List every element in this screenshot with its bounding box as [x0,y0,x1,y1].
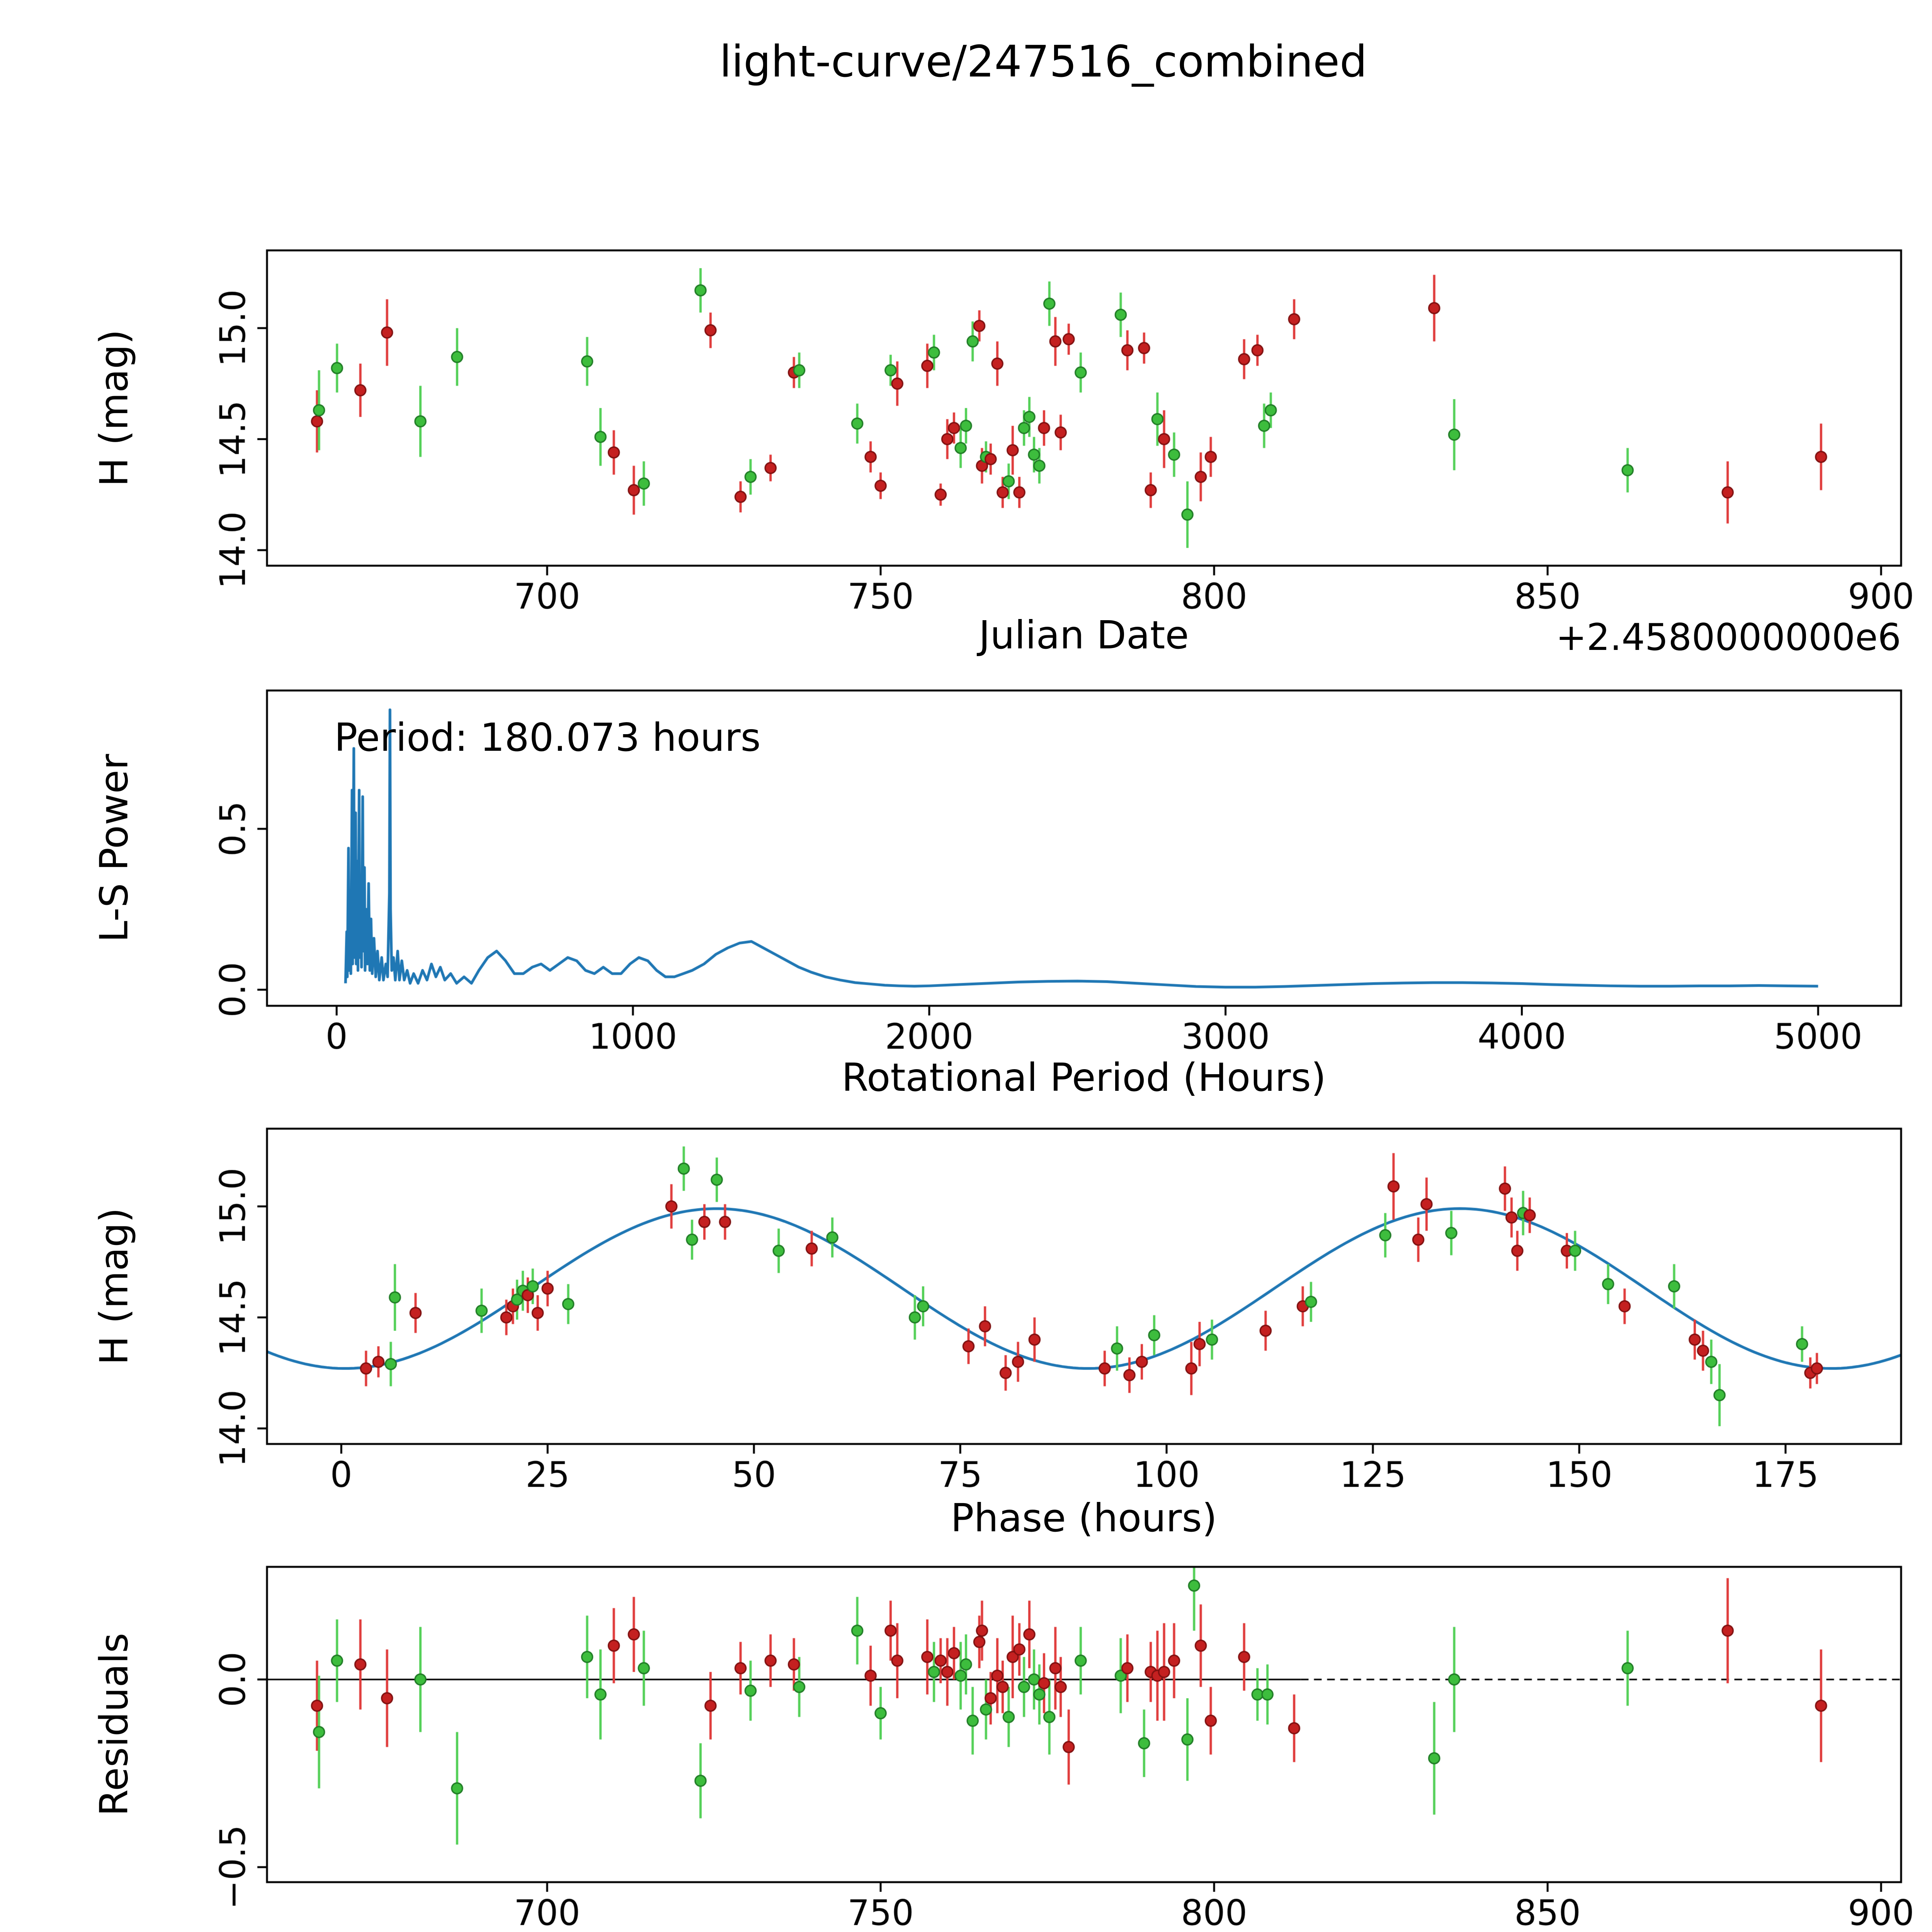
best-period-annotation: Period: 180.073 hours [334,715,761,760]
lightcurve-y-axis-label: H (mag) [91,329,137,487]
lightcurve-x-axis-label: Julian Date [979,612,1189,658]
periodogram-x-axis-label: Rotational Period (Hours) [842,1055,1326,1100]
figure-title: light-curve/247516_combined [719,37,1367,87]
periodogram-y-axis-label: L-S Power [91,754,137,942]
phase-y-axis-label: H (mag) [91,1208,137,1365]
residuals-y-axis-label: Residuals [91,1633,137,1816]
phase-x-axis-label: Phase (hours) [951,1495,1217,1541]
lightcurve-x-axis-offset: +2.4580000000e6 [1556,616,1901,659]
